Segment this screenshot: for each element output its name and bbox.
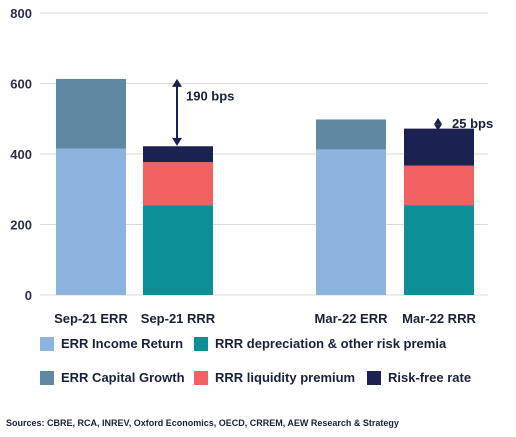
annotation-arrow-head: [172, 137, 182, 146]
bar-segment: [143, 146, 213, 163]
annotation-arrow-head: [434, 117, 442, 125]
annotation-label: 190 bps: [186, 88, 234, 103]
legend-item-err-capital-growth: ERR Capital Growth: [40, 370, 185, 385]
annotation-label: 25 bps: [452, 116, 493, 131]
bar-segment: [143, 205, 213, 295]
legend-item-err-income-return: ERR Income Return: [40, 336, 183, 351]
x-tick-label: Mar-22 ERR: [315, 311, 389, 326]
bars: [56, 78, 474, 295]
legend-label: Risk-free rate: [388, 370, 472, 385]
y-tick-label: 400: [10, 147, 32, 162]
x-tick-label: Mar-22 RRR: [402, 311, 476, 326]
annotations: 190 bps 25 bps: [172, 78, 493, 146]
y-axis-ticks: 0 200 400 600 800: [10, 6, 32, 303]
legend-swatch: [194, 336, 208, 351]
source-note: Sources: CBRE, RCA, INREV, Oxford Econom…: [6, 418, 399, 428]
stacked-bar-chart: 0 200 400 600 800 Sep-21 ERR Sep-21 RRR Mar-22…: [10, 6, 493, 326]
annotation-arrow-head: [434, 124, 442, 131]
legend-item-rrr-depreciation: RRR depreciation & other risk premia: [194, 336, 446, 351]
bar-segment: [56, 148, 126, 295]
x-tick-label: Sep-21 RRR: [141, 311, 216, 326]
annotation-arrow-head: [172, 78, 182, 87]
bar-segment: [404, 205, 474, 295]
legend-swatch: [367, 370, 381, 385]
legend-swatch: [40, 370, 54, 385]
bar-segment: [56, 78, 126, 149]
y-tick-label: 0: [25, 288, 32, 303]
x-axis-labels: Sep-21 ERR Sep-21 RRR Mar-22 ERR Mar-22 RRR: [54, 311, 476, 326]
y-tick-label: 200: [10, 218, 32, 233]
bar-segment: [404, 165, 474, 206]
legend-swatch: [40, 336, 54, 351]
legend-label: RRR depreciation & other risk premia: [215, 336, 447, 351]
bar-segment: [316, 149, 386, 295]
legend-label: ERR Capital Growth: [61, 370, 185, 385]
legend-item-rrr-liquidity-premium: RRR liquidity premium: [194, 370, 355, 385]
legend-label: ERR Income Return: [61, 336, 184, 351]
bar-segment: [316, 119, 386, 150]
y-tick-label: 800: [10, 6, 32, 21]
y-tick-label: 600: [10, 77, 32, 92]
legend-label: RRR liquidity premium: [215, 370, 356, 385]
legend-swatch: [194, 370, 208, 385]
bar-segment: [143, 162, 213, 206]
legend-item-risk-free-rate: Risk-free rate: [367, 370, 471, 385]
x-tick-label: Sep-21 ERR: [54, 311, 128, 326]
bar-segment: [404, 128, 474, 166]
